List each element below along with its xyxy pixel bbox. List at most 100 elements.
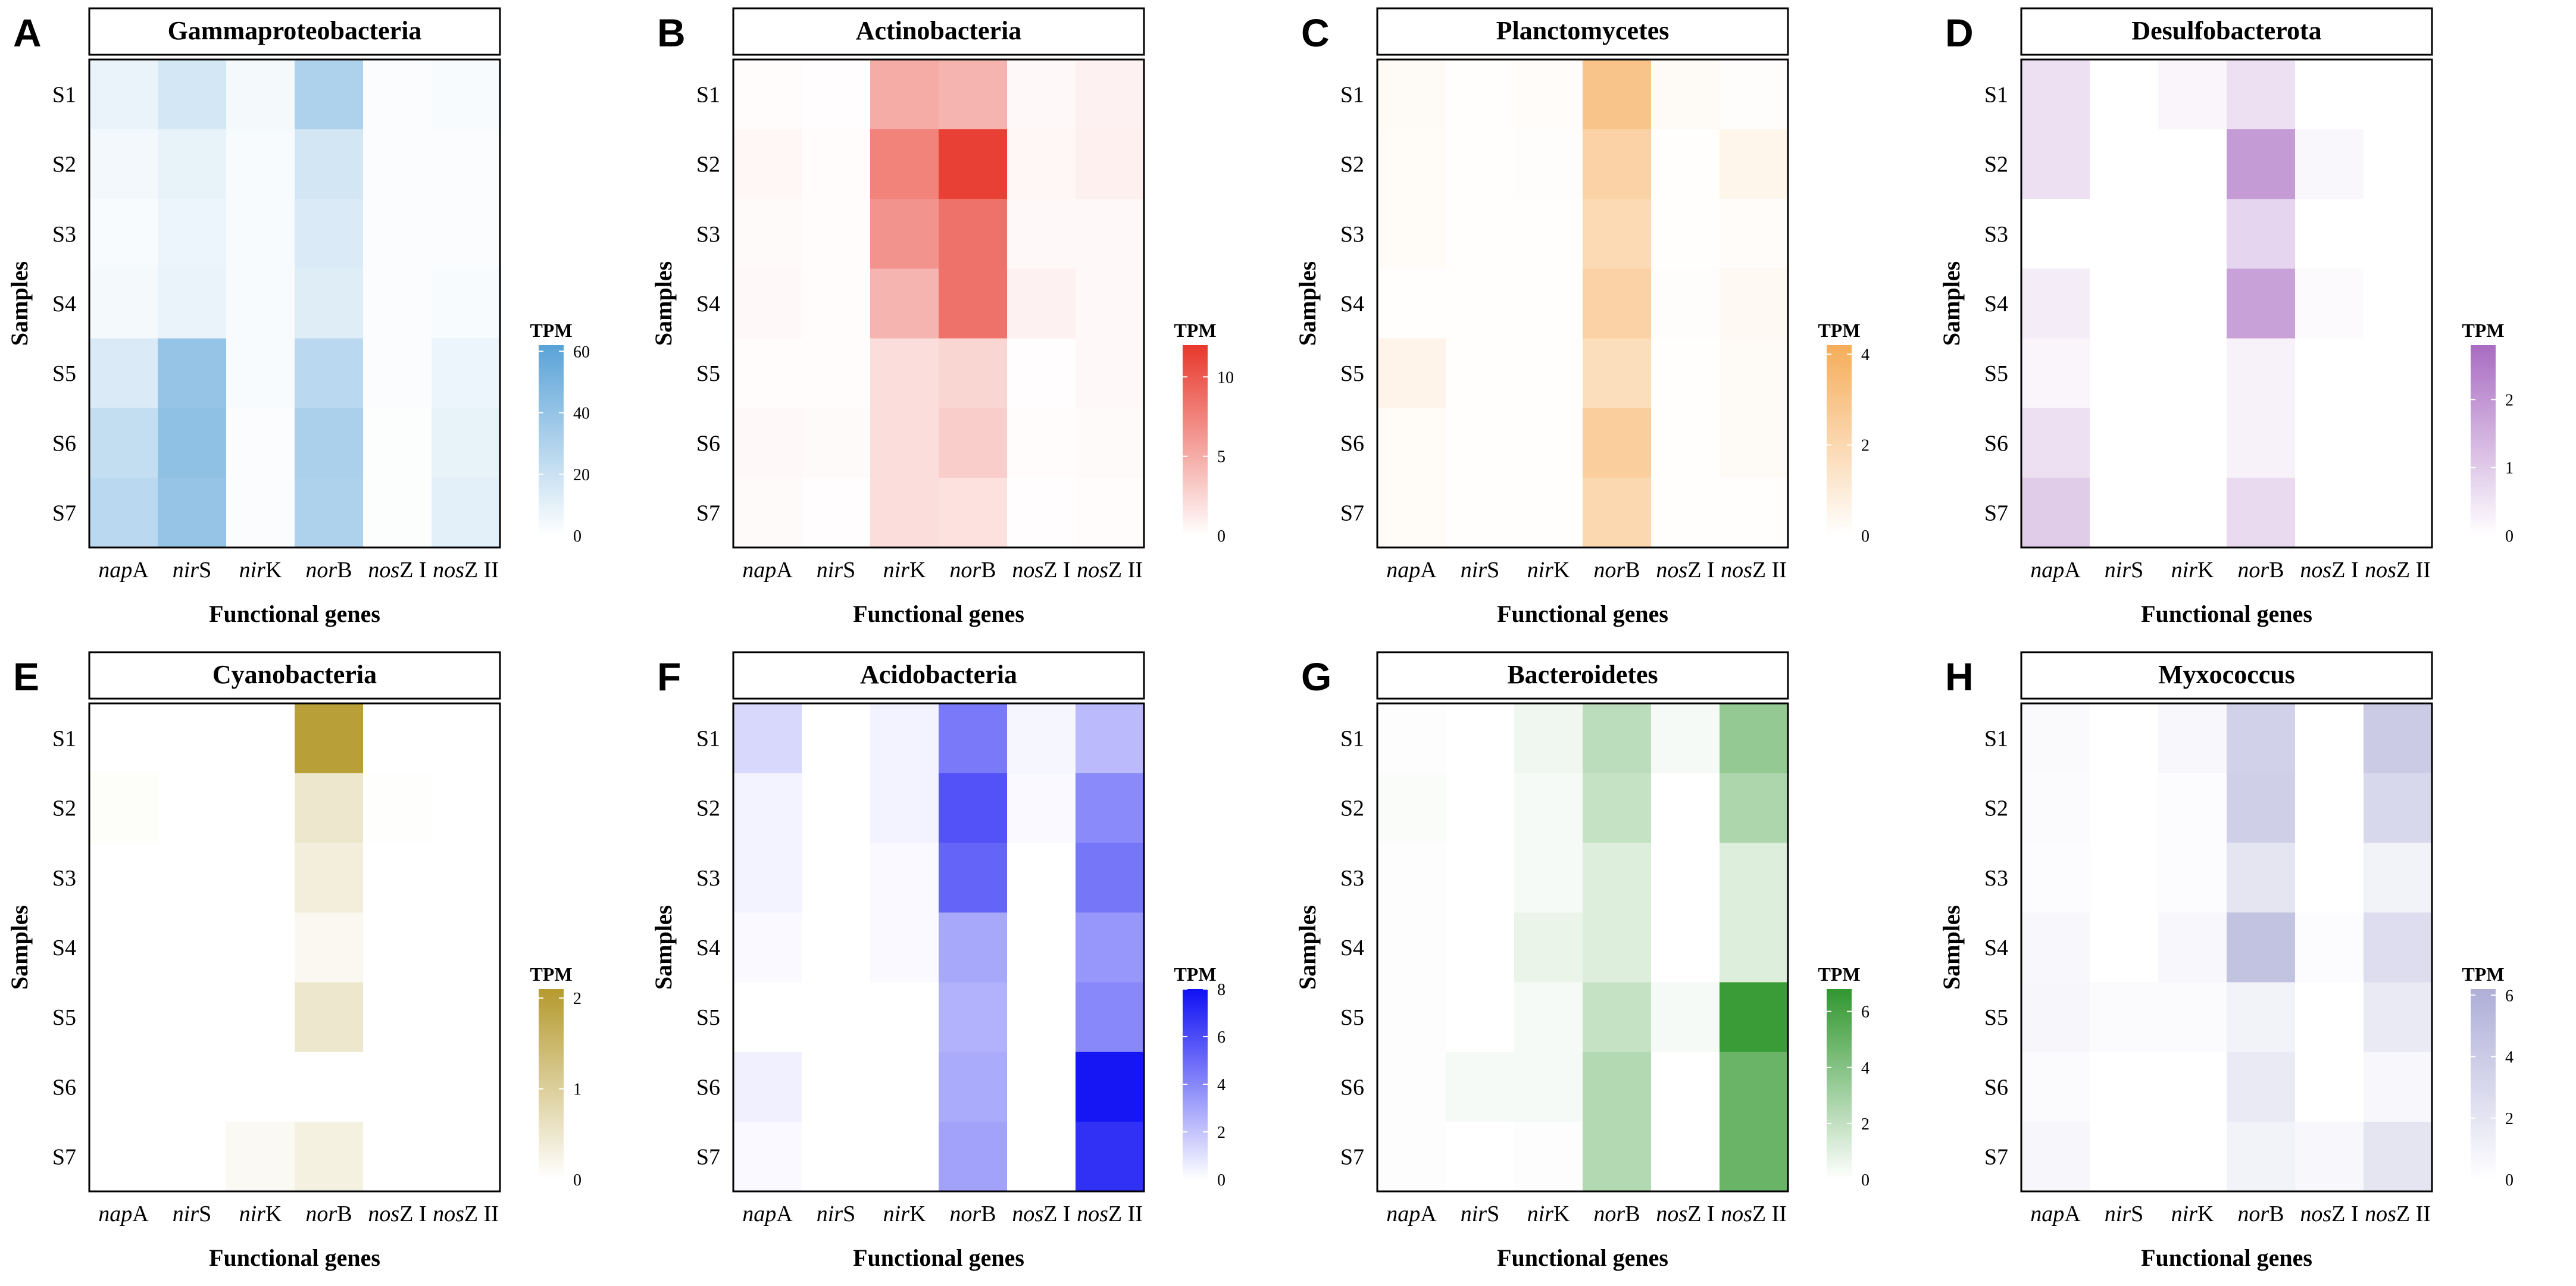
- heatmap-cell-s3-5: [363, 843, 432, 913]
- gene-suffix: A: [132, 1201, 149, 1226]
- gene-prefix: nor: [1593, 558, 1625, 583]
- heatmap-cell-s1-3: [1514, 60, 1583, 130]
- gene-suffix: Z I: [399, 558, 426, 583]
- heatmap-cell-s2-6: [2364, 773, 2433, 843]
- heatmap-cell-s7-4: [295, 1121, 364, 1192]
- gene-suffix: K: [909, 1201, 926, 1226]
- heatmap-cell-s2-5: [2295, 773, 2364, 843]
- heatmap-cell-s4-2: [802, 268, 871, 339]
- plot-frame: [732, 58, 1145, 549]
- legend-color-bar: [1827, 345, 1852, 536]
- x-axis-title: Functional genes: [1497, 1244, 1668, 1271]
- y-tick-label: S3: [1984, 222, 2008, 247]
- legend-tick-label: 6: [2505, 987, 2514, 1005]
- heatmap-cell-s3-3: [870, 199, 939, 270]
- heatmap-cell-s2-2: [158, 129, 227, 199]
- heatmap-cell-s1-2: [802, 60, 871, 130]
- heatmap-cell-s1-2: [1446, 60, 1515, 130]
- heatmap-cell-s5-4: [2227, 982, 2296, 1053]
- heatmap-cells: [1377, 703, 1789, 1192]
- color-legend: TPM 0 20 40 60: [530, 320, 590, 546]
- heatmap-cell-s6-2: [158, 408, 227, 478]
- gene-prefix: nos: [433, 1201, 464, 1226]
- heatmap-cell-s6-4: [939, 408, 1008, 478]
- heatmap-cell-s1-3: [1514, 703, 1583, 774]
- x-tick-label: nirK: [239, 1201, 282, 1226]
- heatmap-cell-s7-5: [1007, 477, 1076, 548]
- heatmap-cell-s5-1: [89, 338, 158, 409]
- heatmap-cell-s6-3: [226, 408, 295, 478]
- gene-prefix: nir: [1461, 1201, 1487, 1226]
- heatmap-cell-s3-1: [89, 199, 158, 270]
- gene-suffix: Z I: [2331, 1201, 2358, 1226]
- heatmap-cell-s4-6: [1720, 268, 1789, 339]
- x-tick-label: napA: [2030, 558, 2081, 583]
- heatmap-cell-s6-4: [2227, 408, 2296, 478]
- panel-title: Actinobacteria: [856, 16, 1022, 45]
- plot-frame: [1376, 702, 1789, 1193]
- heatmap-cell-s2-5: [1007, 773, 1076, 843]
- legend-tick-label: 2: [1217, 1124, 1226, 1142]
- heatmap-cell-s1-5: [363, 60, 432, 130]
- gene-prefix: nir: [883, 558, 910, 583]
- gene-prefix: nir: [1527, 1201, 1554, 1226]
- legend-tick-label: 2: [2505, 1110, 2514, 1128]
- gene-prefix: nir: [239, 558, 266, 583]
- heatmap-cell-s6-5: [363, 1052, 432, 1122]
- heatmap-cells: [733, 60, 1145, 548]
- y-tick-label: S5: [1340, 361, 1364, 386]
- heatmap-cell-s3-4: [1583, 199, 1652, 270]
- y-tick-label: S7: [1984, 1144, 2008, 1169]
- heatmap-cell-s2-2: [1446, 129, 1515, 199]
- gene-suffix: S: [1487, 558, 1499, 583]
- heatmap-cell-s2-1: [89, 773, 158, 843]
- y-tick-label: S7: [696, 1144, 720, 1169]
- gene-prefix: nor: [949, 558, 981, 583]
- heatmap-cell-s5-3: [1514, 982, 1583, 1053]
- heatmap-cell-s2-1: [1377, 773, 1446, 843]
- heatmap-cell-s6-6: [432, 1052, 501, 1122]
- x-tick-label: napA: [1386, 558, 1437, 583]
- heatmap-cell-s3-6: [1720, 843, 1789, 913]
- heatmap-cell-s5-1: [2021, 982, 2090, 1053]
- heatmap-cell-s3-2: [2090, 843, 2159, 913]
- x-tick-label: nirK: [2171, 1201, 2214, 1226]
- gene-suffix: Z I: [399, 1201, 426, 1226]
- heatmap-cell-s7-3: [226, 477, 295, 548]
- gene-prefix: nor: [305, 558, 337, 583]
- heatmap-cell-s5-2: [1446, 338, 1515, 409]
- legend-tick-label: 0: [1217, 1171, 1226, 1190]
- panel-title: Planctomycetes: [1496, 16, 1670, 45]
- gene-suffix: S: [1487, 1201, 1499, 1226]
- heatmap-cell-s7-4: [939, 477, 1008, 548]
- heatmap-cell-s5-4: [939, 338, 1008, 409]
- heatmap-cell-s4-6: [2364, 912, 2433, 983]
- gene-suffix: S: [843, 558, 855, 583]
- heatmap-cell-s4-6: [1076, 912, 1145, 983]
- heatmap-cell-s2-2: [2090, 129, 2159, 199]
- heatmap-cell-s4-3: [1514, 268, 1583, 339]
- title-box: [88, 7, 501, 56]
- gene-prefix: nir: [817, 558, 843, 583]
- heatmap-cell-s7-2: [1446, 477, 1515, 548]
- heatmap-cell-s6-6: [1720, 1052, 1789, 1122]
- gene-suffix: K: [1553, 558, 1570, 583]
- y-tick-label: S6: [696, 1075, 720, 1100]
- x-tick-label: nirS: [2105, 1201, 2144, 1226]
- heatmap-cell-s7-5: [2295, 1121, 2364, 1192]
- heatmap-cell-s1-2: [2090, 703, 2159, 774]
- heatmap-cell-s2-4: [295, 773, 364, 843]
- gene-prefix: nir: [817, 1201, 843, 1226]
- gene-prefix: nap: [98, 558, 132, 583]
- heatmap-cell-s3-2: [1446, 843, 1515, 913]
- heatmap-cell-s6-2: [158, 1052, 227, 1122]
- heatmap-cell-s3-3: [2158, 843, 2227, 913]
- heatmap-cell-s5-6: [2364, 982, 2433, 1053]
- heatmap-cell-s6-6: [2364, 1052, 2433, 1122]
- gene-suffix: B: [2269, 1201, 2284, 1226]
- gene-prefix: nos: [1721, 1201, 1752, 1226]
- x-tick-label: nosZ II: [1721, 558, 1787, 583]
- y-tick-label: S1: [1984, 83, 2008, 108]
- heatmap-cell-s2-3: [226, 773, 295, 843]
